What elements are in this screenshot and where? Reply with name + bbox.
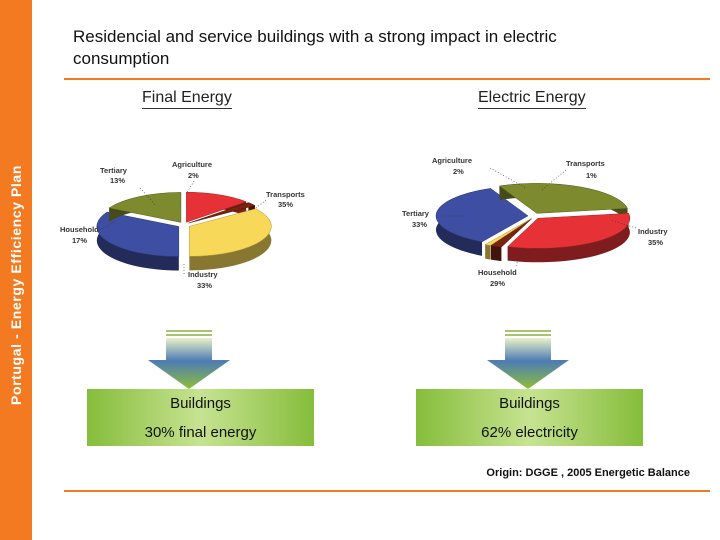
- pie-label-transports-name: Transports: [266, 190, 305, 199]
- pie-label-industry-value: 35%: [648, 238, 663, 247]
- pie-slice-side-industry: [96, 212, 179, 271]
- box-heading: Buildings: [170, 395, 231, 412]
- leader-line: [139, 187, 157, 207]
- pie-label-tertiary-value: 13%: [110, 176, 125, 185]
- pie-label-industry-name: Industry: [188, 270, 218, 279]
- buildings-box-final-energy: Buildings 30% final energy: [87, 389, 314, 446]
- down-arrow-icon: [487, 330, 569, 389]
- pie-slice-industry: [435, 188, 529, 243]
- pie-slice-agriculture: [490, 218, 532, 248]
- source-note: Origin: DGGE , 2005 Energetic Balance: [486, 467, 690, 479]
- leader-line: [255, 199, 267, 209]
- sidebar-label: Portugal - Energy Efficiency Plan: [8, 165, 24, 405]
- bottom-divider: [64, 490, 710, 492]
- box-heading: Buildings: [499, 395, 560, 412]
- leader-line: [515, 253, 521, 267]
- pie-label-transports-name: Transports: [566, 159, 605, 168]
- pie-slice-industry: [96, 211, 180, 257]
- down-arrow-icon: [148, 330, 230, 389]
- pie-slice-side-transports: [189, 208, 272, 271]
- pie-label-household-name: Household: [478, 268, 517, 277]
- pie-slice-side-transports: [485, 244, 491, 260]
- pie-label-industry-name: Industry: [638, 227, 668, 236]
- pie-slice-transports: [484, 218, 532, 246]
- leader-line: [185, 180, 195, 195]
- pie-label-agriculture-name: Agriculture: [172, 160, 212, 169]
- pie-slice-tertiary: [507, 213, 631, 249]
- chart-title-final-energy: Final Energy: [142, 88, 232, 109]
- pie-chart-electric-energy: Agriculture 2% Transports 1% Tertiary 33…: [402, 156, 668, 288]
- pie-slice-agriculture: [188, 202, 256, 224]
- pie-slice-household: [498, 183, 628, 214]
- pie-label-tertiary-name: Tertiary: [100, 166, 128, 175]
- sidebar-band: Portugal - Energy Efficiency Plan: [0, 0, 32, 540]
- pie-label-household-value: 17%: [72, 236, 87, 245]
- leader-line: [99, 219, 119, 231]
- pie-label-industry-value: 33%: [197, 281, 212, 290]
- pie-label-household-name: Household: [60, 225, 99, 234]
- leader-line: [541, 169, 567, 191]
- page-title: Residencial and service buildings with a…: [73, 27, 557, 68]
- pie-slice-tertiary: [186, 191, 247, 223]
- box-value: 62% electricity: [481, 424, 578, 441]
- pie-slice-side-tertiary: [507, 213, 630, 263]
- pie-chart-final-energy: Tertiary 13% Agriculture 2% Transports 3…: [60, 160, 305, 290]
- buildings-box-electricity: Buildings 62% electricity: [416, 389, 643, 446]
- pie-label-agriculture-value: 2%: [453, 167, 464, 176]
- chart-title-electric-energy: Electric Energy: [478, 88, 586, 109]
- pie-label-household-value: 29%: [490, 279, 505, 288]
- top-divider: [64, 78, 710, 80]
- pie-slice-side-agriculture: [490, 245, 502, 262]
- pie-label-agriculture-value: 2%: [188, 171, 199, 180]
- pie-slice-household: [108, 192, 182, 223]
- pie-label-transports-value: 35%: [278, 200, 293, 209]
- pie-label-tertiary-name: Tertiary: [402, 209, 430, 218]
- pie-slice-transports: [189, 208, 272, 257]
- leader-line: [489, 167, 527, 189]
- box-value: 30% final energy: [144, 424, 257, 441]
- pie-label-agriculture-name: Agriculture: [432, 156, 472, 165]
- pie-label-tertiary-value: 33%: [412, 220, 427, 229]
- pie-label-transports-value: 1%: [586, 171, 597, 180]
